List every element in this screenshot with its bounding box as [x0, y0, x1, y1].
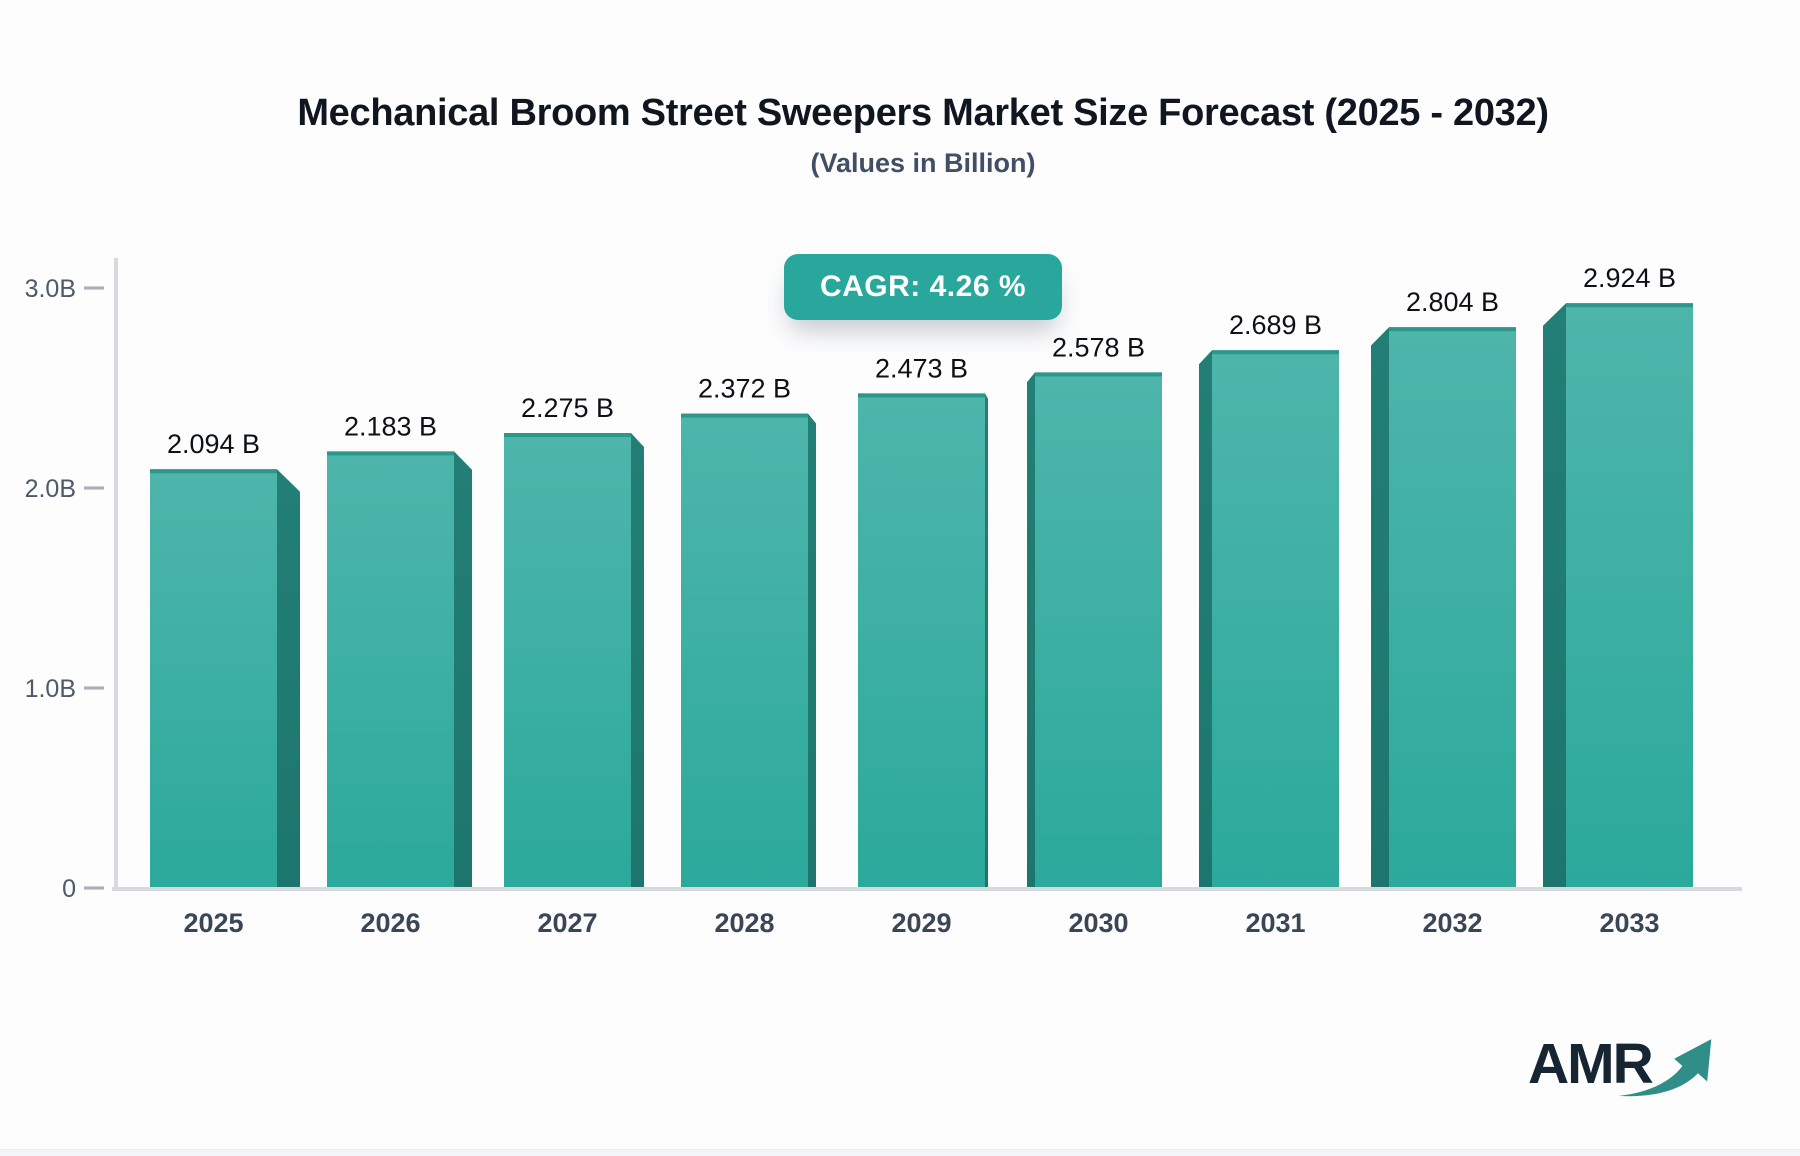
cagr-badge: CAGR: 4.26 %: [783, 254, 1063, 320]
bar-2027: [504, 433, 631, 888]
growth-arrow-icon: [1618, 1039, 1712, 1097]
bar-value-label-2032: 2.804 B: [1406, 287, 1499, 317]
x-axis-label-2033: 2033: [1599, 908, 1659, 938]
x-axis-label-2031: 2031: [1245, 908, 1305, 938]
bar-2030: [1035, 372, 1162, 888]
chart-subtitle: (Values in Billion): [810, 148, 1036, 178]
x-axis-label-2029: 2029: [891, 908, 951, 938]
bar-side-2032: [1371, 327, 1389, 888]
y-tick-label: 1.0B: [25, 675, 76, 703]
bar-2033: [1566, 303, 1693, 888]
bar-value-label-2025: 2.094 B: [167, 429, 260, 459]
bar-top-edge-2026: [327, 451, 454, 456]
bar-top-edge-2028: [681, 413, 808, 418]
bar-2032: [1389, 327, 1516, 888]
bar-side-2027: [631, 433, 644, 888]
y-tick-label: 3.0B: [25, 275, 76, 303]
x-axis-label-2026: 2026: [360, 908, 420, 938]
bar-2026: [327, 451, 454, 888]
bar-side-2031: [1199, 350, 1212, 888]
bar-value-label-2031: 2.689 B: [1229, 310, 1322, 340]
amr-logo: AMR: [1528, 1036, 1748, 1116]
bar-value-label-2027: 2.275 B: [521, 393, 614, 423]
bar-value-label-2026: 2.183 B: [344, 411, 437, 441]
y-tick-label: 0: [62, 875, 76, 903]
bar-top-edge-2032: [1389, 327, 1516, 332]
bar-top-edge-2031: [1212, 350, 1339, 355]
bar-top-edge-2029: [858, 393, 985, 398]
x-axis-label-2030: 2030: [1068, 908, 1128, 938]
bar-2029: [858, 393, 985, 888]
x-axis-label-2032: 2032: [1422, 908, 1482, 938]
bar-top-edge-2033: [1566, 303, 1693, 308]
page-title: Mechanical Broom Street Sweepers Market …: [297, 92, 1549, 134]
bar-side-2025: [277, 469, 300, 888]
x-axis-label-2028: 2028: [714, 908, 774, 938]
bar-top-edge-2030: [1035, 372, 1162, 377]
bar-top-edge-2027: [504, 433, 631, 437]
bar-top-edge-2025: [150, 469, 277, 474]
bar-2025: [150, 469, 277, 888]
bar-value-label-2033: 2.924 B: [1583, 263, 1676, 293]
bar-side-2029: [985, 393, 988, 888]
y-tick-label: 2.0B: [25, 475, 76, 503]
x-axis-label-2025: 2025: [183, 908, 243, 938]
bar-2028: [681, 413, 808, 888]
card-bottom-edge: [0, 1149, 1800, 1156]
bar-side-2030: [1027, 372, 1035, 888]
bar-value-label-2030: 2.578 B: [1052, 332, 1145, 362]
amr-logo-text: AMR: [1528, 1032, 1654, 1096]
bar-value-label-2029: 2.473 B: [875, 353, 968, 383]
cagr-badge-row: CAGR: 4.26 %: [46, 254, 1800, 320]
x-axis-label-2027: 2027: [537, 908, 597, 938]
bar-value-label-2028: 2.372 B: [698, 374, 791, 404]
bar-side-2026: [454, 451, 472, 888]
bar-side-2033: [1543, 303, 1566, 888]
bar-side-2028: [808, 413, 816, 888]
bar-2031: [1212, 350, 1339, 888]
